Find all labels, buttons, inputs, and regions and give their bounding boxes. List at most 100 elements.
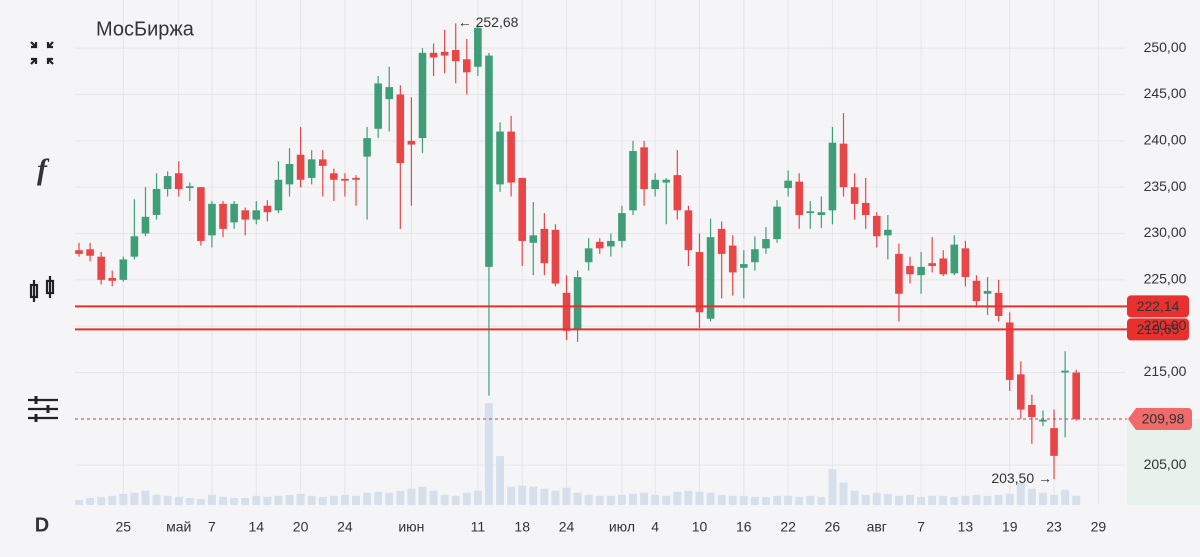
volume-bar [1061, 489, 1070, 505]
y-tick-label: 215,00 [1144, 363, 1187, 379]
timeframe-button[interactable]: D [35, 514, 49, 536]
candle-body [230, 203, 238, 223]
candle-body [241, 210, 249, 220]
candle-body [773, 206, 781, 240]
overlay-layer: 222,14 219,65 209,98 ← 252,68 203,50 → [75, 14, 1192, 486]
candle-body [950, 244, 959, 274]
volume-bar [629, 493, 637, 505]
volume-bar [640, 492, 649, 505]
x-tick-label: 19 [1002, 519, 1018, 535]
candle-body [474, 27, 482, 67]
volume-bar [418, 486, 427, 505]
candle-body [607, 240, 615, 247]
volume-bar [1005, 493, 1014, 505]
candle-body [1061, 370, 1069, 373]
candle-body [540, 228, 549, 264]
x-tick-label: 29 [1091, 519, 1107, 535]
y-tick-label: 250,00 [1144, 39, 1187, 55]
candle-body [861, 202, 870, 215]
volume-bar [1038, 492, 1047, 505]
candle-body [1017, 374, 1025, 410]
candle-body [1028, 404, 1036, 417]
candle-body [130, 236, 139, 257]
volume-bar [496, 456, 505, 505]
volume-bar [839, 482, 848, 505]
candle-body [906, 265, 914, 275]
x-tick-label: 7 [917, 519, 925, 535]
x-tick-label: 24 [559, 519, 575, 535]
candle-body [1050, 428, 1058, 456]
volume-bar [407, 488, 416, 505]
x-tick-label: авг [867, 519, 887, 535]
x-tick-label: 18 [514, 519, 530, 535]
volume-bar [396, 490, 405, 505]
candle-body [817, 212, 826, 215]
candle-body [451, 50, 460, 62]
candle-body [751, 249, 759, 263]
volume-bar [374, 491, 383, 505]
candle-body [152, 189, 161, 215]
y-tick-label: 240,00 [1144, 132, 1187, 148]
volume-bar [606, 495, 615, 505]
candle-body [872, 215, 881, 237]
volume-bar [219, 496, 228, 505]
volume-bar [185, 497, 194, 505]
volume-bar [363, 492, 372, 505]
candle-body [285, 164, 294, 185]
candle-body [186, 186, 194, 189]
volume-bar [883, 493, 892, 505]
x-tick-label: 16 [736, 519, 752, 535]
volume-bar [1050, 494, 1059, 505]
x-tick-label: 10 [692, 519, 708, 535]
last-price-label: 209,98 [1142, 411, 1185, 427]
volume-bar [983, 495, 992, 505]
volume-bar [706, 492, 715, 505]
volume-bar [473, 490, 482, 505]
candle-body [983, 290, 992, 294]
candle-body [562, 292, 571, 331]
volume-bar [252, 495, 261, 505]
indicator-button[interactable]: f [37, 153, 50, 186]
volume-bar [917, 496, 926, 505]
volume-bar [451, 495, 460, 505]
candle-body [684, 210, 693, 251]
candle-body [895, 253, 903, 294]
candle-body [1005, 322, 1014, 380]
candle-body [374, 83, 382, 129]
volume-bar [695, 491, 704, 505]
volume-bar [296, 493, 305, 505]
volume-bar [773, 495, 782, 505]
candle-body [795, 181, 803, 215]
volume-bar [906, 494, 914, 505]
candle-body [296, 154, 305, 180]
x-tick-label: 14 [248, 519, 264, 535]
volume-bar [141, 490, 150, 505]
volume-bar [152, 494, 161, 505]
candle-body [485, 55, 493, 267]
fullscreen-icon[interactable] [30, 41, 54, 65]
x-tick-label: 7 [208, 519, 216, 535]
candle-body [330, 173, 338, 180]
volume-bar [784, 495, 793, 505]
candle-body [163, 176, 172, 190]
candle-body [352, 177, 360, 180]
volume-bar [196, 498, 205, 505]
candle-body [119, 259, 128, 280]
x-tick-label: 13 [958, 519, 974, 535]
candle-body [551, 229, 560, 284]
volume-bar [174, 496, 183, 505]
candles-icon[interactable] [29, 276, 55, 302]
candle-body [972, 280, 981, 302]
candle-body [318, 159, 327, 166]
volume-bar [529, 486, 538, 505]
candle-body [928, 263, 936, 266]
volume-bar [551, 490, 560, 505]
x-tick-label: 22 [780, 519, 796, 535]
volume-bar [119, 493, 128, 505]
settings-icon[interactable] [28, 396, 58, 422]
volume-layer [75, 403, 1081, 505]
volume-bar [595, 495, 604, 505]
candle-body [717, 228, 726, 254]
